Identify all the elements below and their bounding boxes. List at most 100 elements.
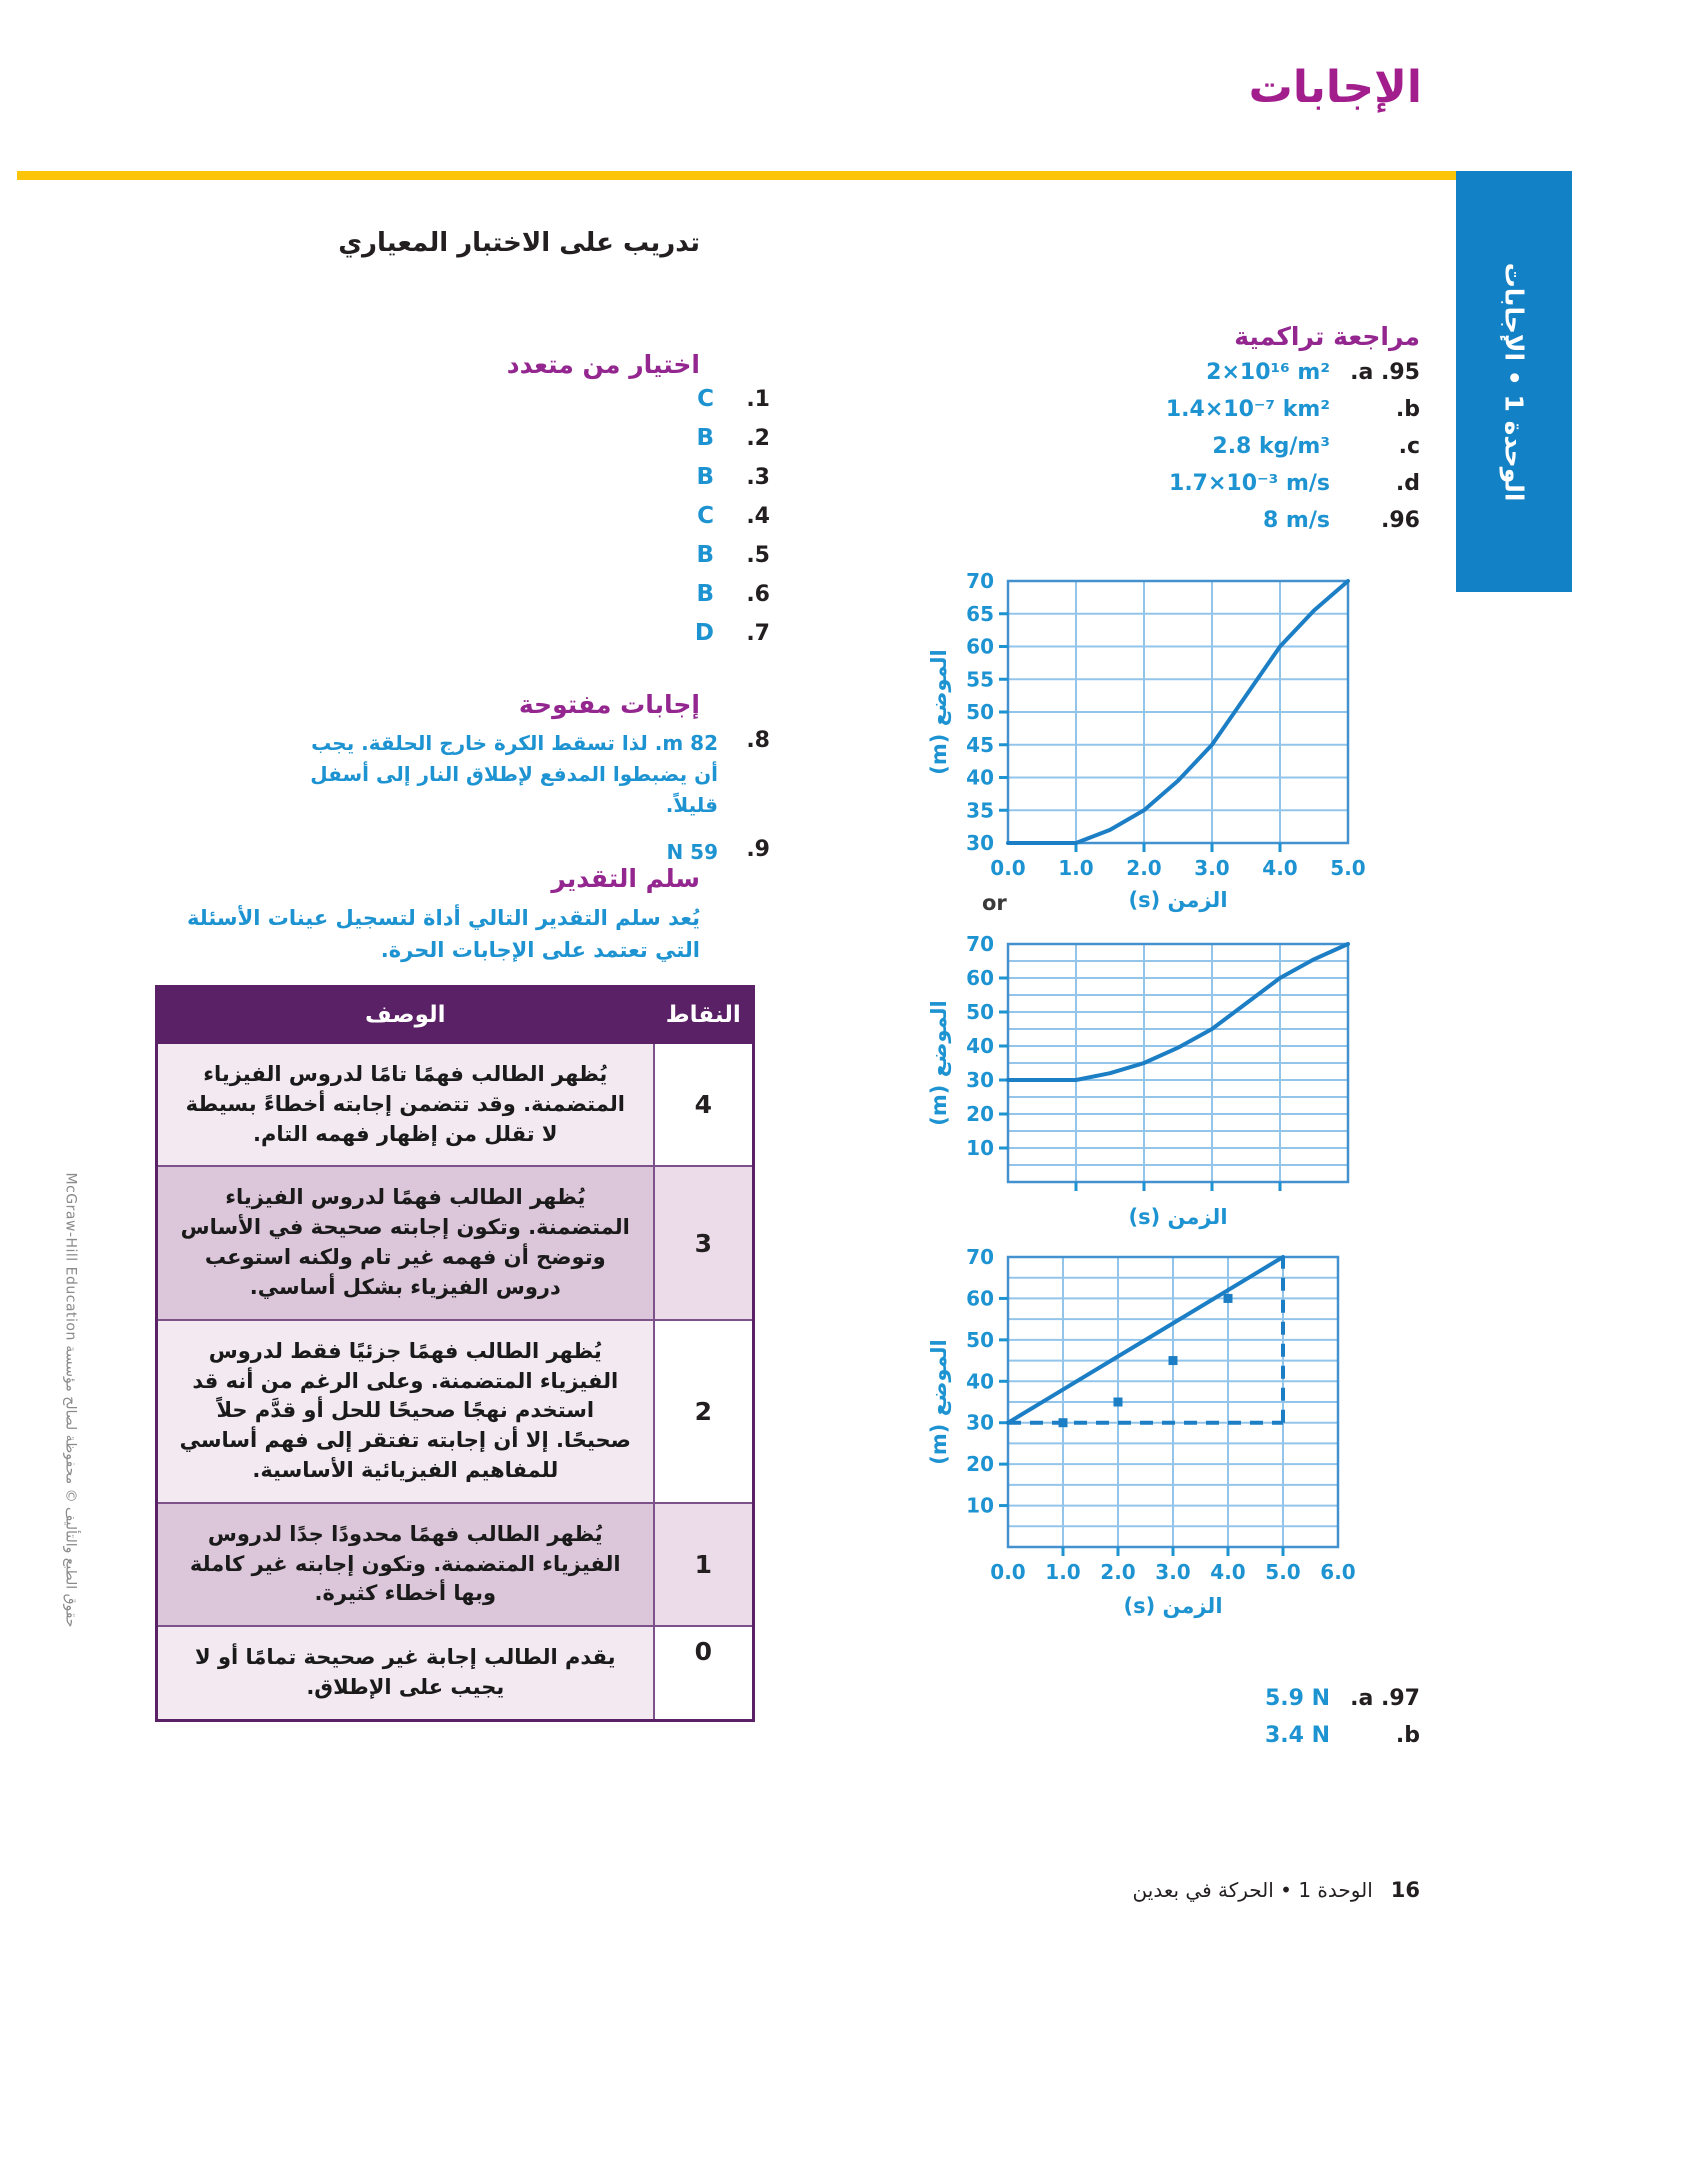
multiple-choice-list: C .1 B .2 B .3 C .4 B .5 B .6 D .7 <box>695 386 770 650</box>
rubric-description-cell: يقدم الطالب إجابة غير صحيحة تمامًا أو لا… <box>155 1625 655 1722</box>
answer-row: 3.4 N .b <box>1265 1723 1420 1748</box>
open-response-list: 82 m. لذا تسقط الكرة خارج الحلقة. يجب أن… <box>310 728 770 868</box>
svg-text:3.0: 3.0 <box>1155 1560 1190 1584</box>
svg-text:4.0: 4.0 <box>1262 856 1297 880</box>
answer-value: 2×10¹⁶ m² <box>1206 360 1330 385</box>
section-open-response-heading: إجابات مفتوحة <box>518 690 700 719</box>
answer-value: 1.4×10⁻⁷ km² <box>1165 397 1330 422</box>
svg-text:2.0: 2.0 <box>1100 1560 1135 1584</box>
rubric-row: 2 يُظهر الطالب فهمًا جزئيًا فقط لدروس الف… <box>155 1318 755 1504</box>
question-number: .7 <box>746 621 770 646</box>
answer-letter: B <box>696 581 714 607</box>
section-cumulative-review-heading: مراجعة تراكمية <box>1234 322 1420 351</box>
page-title: الإجابات <box>1248 62 1422 113</box>
multiple-choice-item: B .2 <box>695 425 770 455</box>
rubric-description-cell: يُظهر الطالب فهمًا جزئيًا فقط لدروس الفي… <box>155 1318 655 1504</box>
multiple-choice-item: C .4 <box>695 503 770 533</box>
answer-value: 5.9 N <box>1264 1686 1330 1711</box>
svg-text:40: 40 <box>966 766 994 790</box>
svg-text:65: 65 <box>966 602 994 626</box>
question-number: .9 <box>746 837 770 862</box>
answer-text: 82 m. لذا تسقط الكرة خارج الحلقة. يجب أن… <box>310 731 718 817</box>
section-multiple-choice-heading: اختيار من متعدد <box>506 350 700 379</box>
x-axis-label: الزمن (s) <box>1128 888 1227 912</box>
svg-text:20: 20 <box>966 1452 994 1476</box>
svg-text:5.0: 5.0 <box>1265 1560 1300 1584</box>
unit-side-tab: الوحدة 1 • الإجابات <box>1456 171 1572 592</box>
rubric-points-cell: 1 <box>652 1501 755 1628</box>
footer-unit-title: الوحدة 1 • الحركة في بعدين <box>1132 1878 1373 1902</box>
svg-text:30: 30 <box>966 831 994 855</box>
x-axis-label: الزمن (s) <box>1123 1594 1222 1618</box>
multiple-choice-item: B .3 <box>695 464 770 494</box>
svg-text:30: 30 <box>966 1411 994 1435</box>
svg-text:1.0: 1.0 <box>1045 1560 1080 1584</box>
question-number: .6 <box>746 582 770 607</box>
x-axis-label: الزمن (s) <box>1128 1205 1227 1229</box>
page-footer: 16 الوحدة 1 • الحركة في بعدين <box>1133 1878 1420 1902</box>
question-number: .4 <box>746 504 770 529</box>
svg-text:40: 40 <box>966 1034 994 1058</box>
rubric-points-cell: 2 <box>652 1318 755 1504</box>
answer-value: 3.4 N <box>1264 1723 1330 1748</box>
answer-row: 1.4×10⁻⁷ km² .b <box>1166 397 1420 422</box>
section-test-practice-heading: تدريب على الاختبار المعياري <box>338 228 700 258</box>
rubric-header-row: النقاط الوصف <box>155 985 755 1044</box>
svg-text:45: 45 <box>966 733 994 757</box>
cumulative-review-answers: 2×10¹⁶ m² .a .95 1.4×10⁻⁷ km² .b 2.8 kg/m³ .c… <box>1166 360 1420 533</box>
answer-row: 1.7×10⁻³ m/s .d <box>1166 471 1420 496</box>
svg-text:2.0: 2.0 <box>1126 856 1161 880</box>
svg-text:10: 10 <box>966 1494 994 1518</box>
answer-row: 2.8 kg/m³ .c <box>1166 434 1420 459</box>
svg-text:55: 55 <box>966 667 994 691</box>
answer-label: .b <box>1395 397 1420 422</box>
yellow-rule <box>17 171 1570 180</box>
svg-text:70: 70 <box>966 932 994 956</box>
rubric-row: 4 يُظهر الطالب فهمًا تامًا لدروس الفيزياء… <box>155 1041 755 1168</box>
rubric-row: 1 يُظهر الطالب فهمًا محدودًا جدًا لدروس ا… <box>155 1501 755 1628</box>
y-axis-label: الموضع (m) <box>927 1339 951 1464</box>
rubric-description-cell: يُظهر الطالب فهمًا محدودًا جدًا لدروس ال… <box>155 1501 655 1628</box>
rubric-table: النقاط الوصف 4 يُظهر الطالب فهمًا تامًا ل… <box>155 985 755 1722</box>
multiple-choice-item: B .6 <box>695 581 770 611</box>
rubric-description-cell: يُظهر الطالب فهمًا لدروس الفيزياء المتضم… <box>155 1165 655 1321</box>
svg-text:6.0: 6.0 <box>1320 1560 1355 1584</box>
copyright-vertical: حقوق الطبع والتأليف © محفوظة لصالح مؤسسة… <box>40 930 100 1870</box>
multiple-choice-item: C .1 <box>695 386 770 416</box>
or-label: or <box>982 891 1007 915</box>
answer-value: 2.8 kg/m³ <box>1212 434 1330 459</box>
svg-text:40: 40 <box>966 1369 994 1393</box>
rubric-intro: يُعد سلم التقدير التالي أداة لتسجيل عينا… <box>187 906 700 962</box>
answer-letter: B <box>696 542 714 568</box>
svg-text:1.0: 1.0 <box>1058 856 1093 880</box>
answer-label: .b <box>1395 1723 1420 1748</box>
answer-letter: C <box>697 386 714 412</box>
multiple-choice-item: B .5 <box>695 542 770 572</box>
rubric-description-cell: يُظهر الطالب فهمًا تامًا لدروس الفيزياء … <box>155 1041 655 1168</box>
question-number: .8 <box>746 728 770 753</box>
rubric-points-header: النقاط <box>652 985 755 1044</box>
answer-label: .d <box>1395 471 1420 496</box>
answer-value: 1.7×10⁻³ m/s <box>1169 471 1330 496</box>
rubric-points-cell: 0 <box>652 1625 755 1722</box>
answer-letter: B <box>696 425 714 451</box>
svg-text:4.0: 4.0 <box>1210 1560 1245 1584</box>
svg-text:50: 50 <box>966 700 994 724</box>
answer-text: 59 N <box>666 840 718 864</box>
svg-text:30: 30 <box>966 1068 994 1092</box>
svg-text:60: 60 <box>966 966 994 990</box>
question-number: .3 <box>746 465 770 490</box>
svg-text:50: 50 <box>966 1000 994 1024</box>
answer-label: .96 <box>1381 508 1420 533</box>
question-number: .5 <box>746 543 770 568</box>
y-axis-label: الموضع (m) <box>927 649 951 774</box>
question-number: .1 <box>746 387 770 412</box>
page-number: 16 <box>1390 1878 1420 1902</box>
svg-text:60: 60 <box>966 1286 994 1310</box>
section-rubric-heading: سلم التقدير <box>551 864 700 893</box>
rubric-description-header: الوصف <box>155 985 655 1044</box>
answer-row: 2×10¹⁶ m² .a .95 <box>1166 360 1420 385</box>
answer-letter: B <box>696 464 714 490</box>
svg-text:0.0: 0.0 <box>990 1560 1025 1584</box>
